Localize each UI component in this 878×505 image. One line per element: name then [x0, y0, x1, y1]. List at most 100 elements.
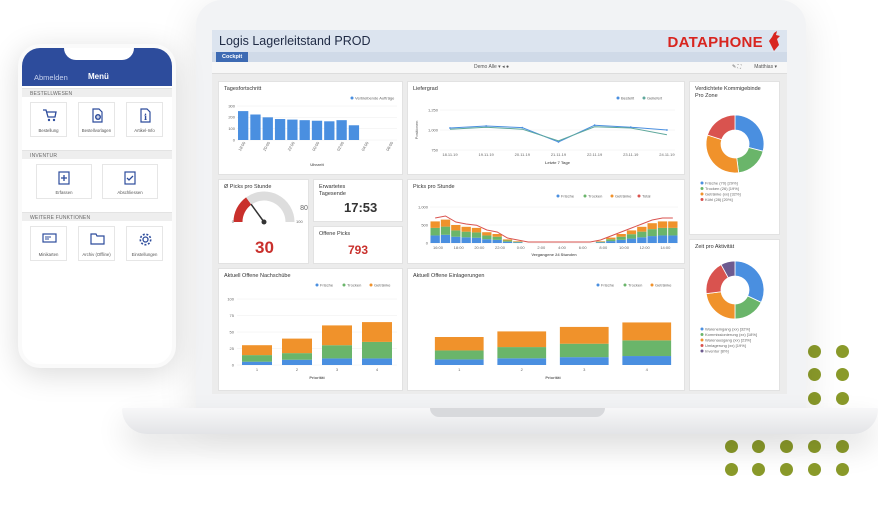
x-tick-label: 10:00 — [619, 245, 630, 250]
abmelden-button[interactable]: Abmelden — [34, 73, 68, 82]
y-tick-label: 25 — [230, 346, 235, 351]
picks-value: 30 — [255, 238, 274, 257]
tile-label: Bestellvorlagen — [81, 128, 112, 133]
verdichtete-donut: Frische (70) [29%]Trocken (26) [19%]Getr… — [700, 114, 765, 202]
stacked-bar-segment — [282, 353, 312, 360]
gauge-red-band — [233, 197, 252, 223]
x-tick-label: 3 — [583, 367, 586, 372]
panel-tagesfortschritt: Tagesfortschritt 300 200 100 0 18:00 20:00 22:… — [218, 81, 403, 175]
x-tick-label: 8:00 — [599, 245, 608, 250]
stacked-bar-segment — [616, 234, 626, 237]
tile-minikarten[interactable]: Minikarten — [30, 226, 67, 261]
card-icon — [42, 233, 57, 243]
stacked-bar-segment — [626, 238, 637, 243]
legend-label: Frische — [320, 283, 334, 288]
legend-swatch — [583, 194, 587, 198]
stacked-bar-segment — [513, 242, 523, 243]
stacked-bar-segment — [461, 231, 471, 238]
stacked-bar-segment — [513, 241, 523, 242]
tile-label: Abschliessen — [117, 190, 143, 195]
stacked-bar-segment — [626, 230, 637, 235]
donut-slice — [734, 114, 765, 152]
title-bar: Logis Lagerleitstand PROD DATAPHONE — [212, 30, 787, 52]
stacked-bar-segment — [482, 235, 492, 240]
legend-label: Trocken (26) [19%] — [705, 186, 739, 191]
x-tick-label: 20.11.19 — [515, 152, 531, 157]
x-tick-label: 3 — [336, 367, 339, 372]
stacked-bar-segment — [362, 341, 392, 359]
app-title: Logis Lagerleitstand PROD — [219, 34, 371, 48]
stacked-bar-segment — [559, 326, 609, 344]
toolbar: Demo Alle ▾ ◂ ● ✎ ⛶ Matthias ▾ — [212, 62, 787, 74]
y-tick-label: 1,250 — [428, 107, 439, 112]
folder-icon — [90, 233, 105, 245]
gauge-mid-label: 80 — [300, 205, 308, 212]
tile-label: Bestellung — [38, 128, 59, 133]
x-axis-label: Letzte 7 Tage — [545, 160, 571, 165]
filter-select[interactable]: Demo Alle ▾ ◂ ● — [474, 64, 510, 70]
section-title: INVENTUR — [30, 153, 58, 159]
y-tick-label: 100 — [228, 126, 235, 131]
tile-bestellvorlagen[interactable]: Bestellvorlagen — [78, 102, 115, 137]
tile-einstellungen[interactable]: Einstellungen — [126, 226, 163, 261]
data-point — [629, 126, 632, 129]
stacked-bar-segment — [606, 237, 616, 240]
stacked-bar-segment — [637, 237, 647, 243]
stacked-bar-segment — [502, 241, 513, 243]
stacked-bar-segment — [559, 357, 609, 365]
tile-artikel-info[interactable]: i Artikel-Info — [126, 102, 163, 137]
x-tick-label: 6:00 — [579, 245, 588, 250]
tile-bestellung[interactable]: Bestellung — [30, 102, 67, 137]
x-tick-label: 02:00 — [336, 140, 346, 152]
stacked-bar-segment — [606, 239, 616, 242]
stacked-bar-segment — [647, 223, 657, 230]
stacked-bar-segment — [242, 345, 272, 356]
tagesende-value: 17:53 — [344, 200, 378, 215]
panel-title: Erwartetes Tagesende — [319, 184, 346, 197]
legend-label: Trocken — [588, 194, 602, 199]
stacked-bar-segment — [595, 241, 606, 242]
tile-label: Artikel-Info — [134, 128, 155, 133]
stacked-bar-segment — [482, 239, 492, 243]
tab-bar — [212, 52, 787, 62]
tile-abschliessen[interactable]: Abschliessen — [102, 164, 158, 199]
legend-swatch — [623, 283, 627, 287]
panel-zeit-aktivitaet: Zeit pro Aktivität Wareneingang (xx) [32… — [689, 239, 780, 391]
bar — [274, 119, 286, 140]
stacked-bar-segment — [513, 241, 523, 243]
tile-archiv[interactable]: Archiv (Offline) — [78, 226, 115, 261]
nachschuebe-chart: 100 75 50 25 0 1 2 3 4 Priorität Frische Trocken Get… — [227, 283, 397, 380]
legend-swatch — [369, 283, 373, 287]
tab-cockpit[interactable]: Cockpit — [216, 52, 249, 62]
tile-erfassen[interactable]: Erfassen — [36, 164, 92, 199]
legend-swatch — [700, 338, 704, 342]
x-tick-label: 4 — [646, 367, 649, 372]
panel-nachschuebe: Aktuell Offene Nachschübe 100 75 50 25 0 1 2 3 4… — [218, 268, 403, 391]
x-tick-label: 2 — [296, 367, 299, 372]
panel-title: Aktuell Offene Einlagerungen — [413, 273, 485, 279]
panel-title: Zeit pro Aktivität — [695, 244, 735, 250]
offene-picks-value: 793 — [348, 243, 369, 257]
bar — [336, 120, 347, 140]
stacked-bar-segment — [497, 331, 547, 348]
phone-notch — [64, 48, 134, 60]
stacked-bar-segment — [440, 226, 451, 235]
stacked-bar-segment — [492, 239, 502, 243]
picks-chart: 1,000 500 0 16:00 18:00 20:00 22:00 0:00 2:00 4:0… — [418, 194, 678, 257]
bar — [262, 117, 273, 140]
donut-slice — [736, 146, 764, 174]
section-title: WEITERE FUNKTIONEN — [30, 215, 91, 221]
donut-slice — [720, 260, 736, 279]
y-tick-label: 100 — [227, 296, 234, 301]
legend-swatch — [700, 327, 704, 331]
toolbar-icons[interactable]: ✎ ⛶ — [732, 64, 742, 70]
x-tick-label: 22:00 — [495, 245, 506, 250]
legend-label: Total — [642, 194, 651, 199]
dataphone-logo: DATAPHONE — [667, 34, 763, 51]
x-tick-label: 14:00 — [660, 245, 671, 250]
legend-swatch — [700, 181, 704, 185]
user-menu[interactable]: Matthias ▾ — [754, 64, 777, 70]
bar — [348, 125, 360, 140]
total-line — [435, 215, 673, 243]
legend-swatch — [342, 283, 346, 287]
